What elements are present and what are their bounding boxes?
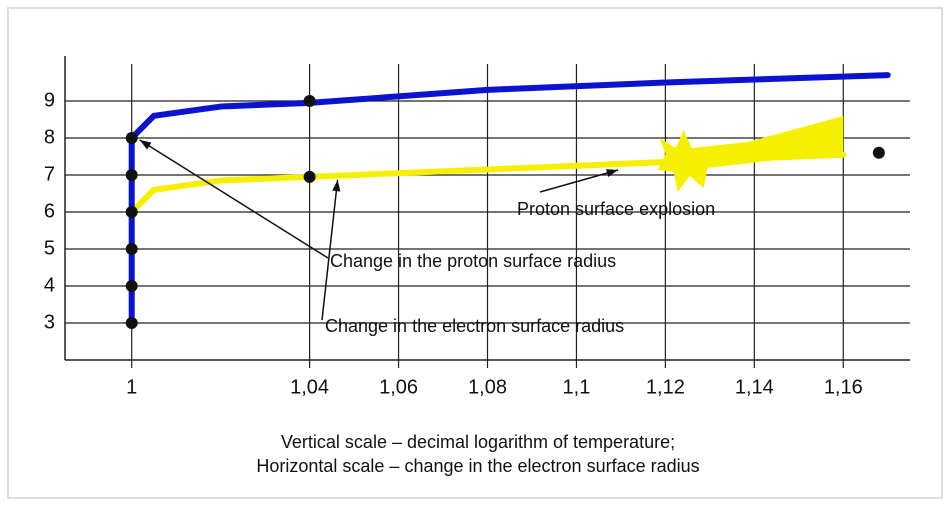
explosion <box>657 116 844 193</box>
data-point <box>125 243 138 255</box>
annotation: Proton surface explosion <box>517 199 715 219</box>
data-point <box>125 280 138 292</box>
caption-line: Horizontal scale – change in the electro… <box>256 456 699 476</box>
data-point <box>125 169 138 181</box>
x-tick-label: 1,14 <box>735 376 774 398</box>
arrow-head <box>139 140 152 150</box>
y-tick-label: 8 <box>44 126 55 148</box>
data-point <box>125 132 138 144</box>
y-tick-label: 5 <box>44 237 55 259</box>
annotation: Change in the proton surface radius <box>330 251 616 271</box>
y-tick-label: 9 <box>44 89 55 111</box>
arrow-head <box>332 179 341 192</box>
y-tick-label: 4 <box>44 274 55 296</box>
series-line <box>128 72 891 326</box>
x-tick-label: 1,1 <box>563 376 591 398</box>
annotation: Change in the electron surface radius <box>325 316 624 336</box>
x-tick-label: 1,04 <box>290 376 329 398</box>
data-point <box>125 317 138 329</box>
data-point <box>303 170 316 183</box>
x-tick-label: 1,12 <box>646 376 685 398</box>
x-tick-label: 1 <box>126 376 137 398</box>
y-tick-label: 6 <box>44 200 55 222</box>
data-point <box>125 206 138 218</box>
arrow-head <box>606 169 618 178</box>
x-tick-label: 1,08 <box>468 376 507 398</box>
arrow-line <box>321 179 339 321</box>
x-tick-label: 1,06 <box>379 376 418 398</box>
data-point <box>872 146 885 159</box>
y-tick-label: 7 <box>44 163 55 185</box>
arrow-line <box>139 139 329 259</box>
arrow-line <box>539 169 619 193</box>
x-tick-label: 1,16 <box>824 376 863 398</box>
data-point <box>303 95 316 107</box>
caption-line: Vertical scale – decimal logarithm of te… <box>281 432 675 452</box>
y-tick-label: 3 <box>44 311 55 333</box>
